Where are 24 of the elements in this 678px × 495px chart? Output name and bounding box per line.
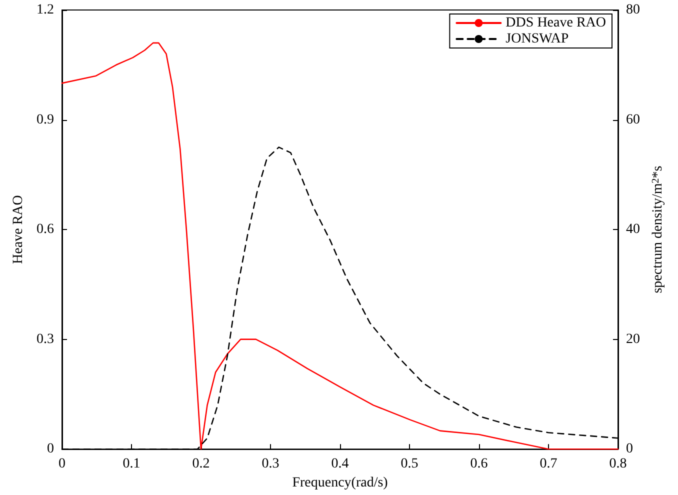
y-axis-title: Heave RAO [11, 195, 26, 264]
y-tick-label: 0 [47, 442, 54, 457]
x-tick-label: 0.7 [540, 456, 558, 472]
y2-axis-title: spectrum density/m2*s [650, 166, 666, 294]
x-tick-label: 0.3 [262, 456, 280, 472]
y2-tick-label: 0 [626, 442, 633, 457]
y2-tick-label: 20 [626, 332, 640, 347]
x-tick-label: 0 [58, 456, 66, 472]
x-tick-label: 0.5 [400, 456, 418, 472]
x-tick-label: 0.6 [470, 456, 488, 472]
y-tick-label: 0.3 [36, 332, 54, 347]
legend-label: DDS Heave RAO [506, 16, 606, 30]
x-tick-label: 0.2 [192, 456, 210, 472]
x-axis-title: Frequency(rad/s) [292, 476, 388, 490]
y-tick-label: 1.2 [36, 2, 54, 18]
y-tick-label: 0.9 [36, 112, 54, 128]
x-tick-label: 0.8 [609, 456, 627, 472]
legend-label: JONSWAP [506, 32, 569, 46]
x-tick-label: 0.4 [331, 456, 349, 472]
y2-tick-label: 80 [626, 2, 640, 18]
x-tick-label: 0.1 [122, 456, 140, 472]
y-tick-label: 0.6 [36, 222, 54, 238]
y2-tick-label: 40 [626, 222, 640, 238]
y2-tick-label: 60 [626, 112, 640, 128]
